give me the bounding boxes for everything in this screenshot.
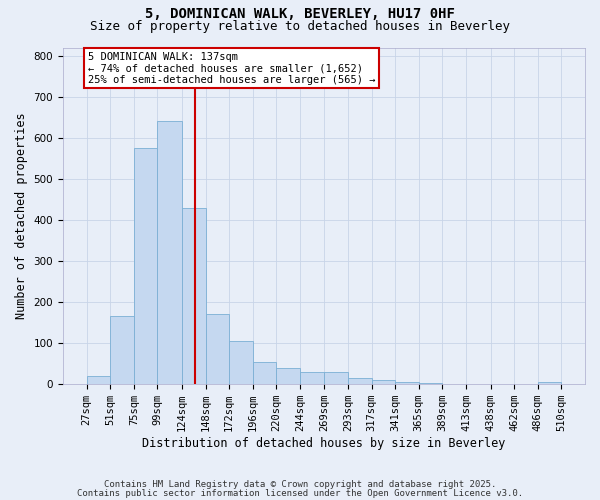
Bar [371,380,395,384]
Bar [538,382,561,384]
Bar [253,362,276,384]
Bar [182,208,206,384]
Text: Size of property relative to detached houses in Beverley: Size of property relative to detached ho… [90,20,510,33]
X-axis label: Distribution of detached houses by size in Beverley: Distribution of detached houses by size … [142,437,506,450]
Bar [300,372,325,384]
Bar [110,316,134,384]
Bar [348,378,371,384]
Bar [86,376,110,384]
Text: 5, DOMINICAN WALK, BEVERLEY, HU17 0HF: 5, DOMINICAN WALK, BEVERLEY, HU17 0HF [145,8,455,22]
Text: Contains public sector information licensed under the Open Government Licence v3: Contains public sector information licen… [77,489,523,498]
Bar [157,122,182,384]
Text: 5 DOMINICAN WALK: 137sqm
← 74% of detached houses are smaller (1,652)
25% of sem: 5 DOMINICAN WALK: 137sqm ← 74% of detach… [88,52,375,85]
Bar [395,382,419,384]
Y-axis label: Number of detached properties: Number of detached properties [15,112,28,319]
Bar [276,368,300,384]
Bar [325,372,348,384]
Bar [134,148,157,384]
Bar [206,314,229,384]
Bar [229,341,253,384]
Text: Contains HM Land Registry data © Crown copyright and database right 2025.: Contains HM Land Registry data © Crown c… [104,480,496,489]
